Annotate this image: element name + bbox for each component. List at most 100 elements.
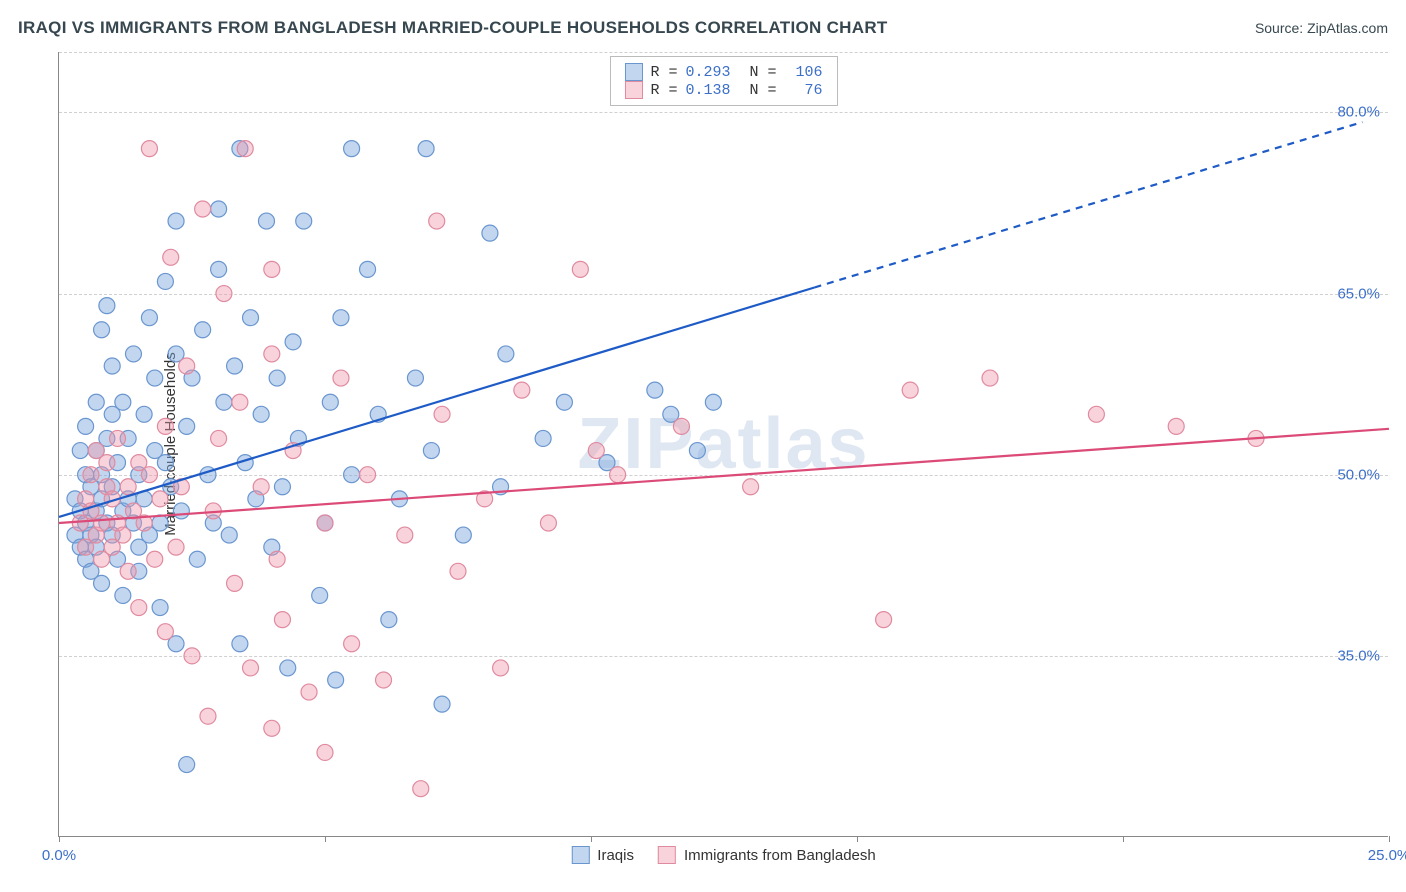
data-point (407, 370, 423, 386)
legend-label: Iraqis (597, 847, 634, 864)
data-point (200, 708, 216, 724)
data-point (423, 443, 439, 459)
data-point (610, 467, 626, 483)
data-point (333, 310, 349, 326)
data-point (482, 225, 498, 241)
data-point (157, 273, 173, 289)
data-point (216, 394, 232, 410)
data-point (434, 696, 450, 712)
data-point (211, 201, 227, 217)
legend-n-value: 76 (785, 82, 823, 99)
chart-svg (59, 52, 1388, 836)
legend-swatch (571, 846, 589, 864)
data-point (328, 672, 344, 688)
data-point (689, 443, 705, 459)
data-point (274, 612, 290, 628)
data-point (413, 781, 429, 797)
data-point (360, 467, 376, 483)
data-point (99, 298, 115, 314)
data-point (78, 418, 94, 434)
data-point (540, 515, 556, 531)
data-point (94, 322, 110, 338)
data-point (572, 261, 588, 277)
data-point (243, 660, 259, 676)
data-point (173, 503, 189, 519)
legend-row: R =0.293N =106 (624, 63, 822, 81)
data-point (99, 455, 115, 471)
data-point (876, 612, 892, 628)
data-point (147, 551, 163, 567)
data-point (141, 141, 157, 157)
trend-line-dashed (814, 122, 1362, 287)
chart-header: IRAQI VS IMMIGRANTS FROM BANGLADESH MARR… (18, 18, 1388, 38)
data-point (232, 394, 248, 410)
data-point (152, 515, 168, 531)
data-point (280, 660, 296, 676)
data-point (493, 660, 509, 676)
x-tick-label: 25.0% (1368, 847, 1406, 864)
data-point (429, 213, 445, 229)
legend-item: Iraqis (571, 846, 634, 864)
data-point (141, 467, 157, 483)
data-point (1088, 406, 1104, 422)
x-tick (59, 836, 60, 842)
data-point (322, 394, 338, 410)
data-point (264, 261, 280, 277)
data-point (344, 636, 360, 652)
data-point (381, 612, 397, 628)
data-point (647, 382, 663, 398)
data-point (418, 141, 434, 157)
data-point (269, 551, 285, 567)
data-point (902, 382, 918, 398)
data-point (434, 406, 450, 422)
data-point (673, 418, 689, 434)
data-point (88, 394, 104, 410)
data-point (157, 455, 173, 471)
legend-r-value: 0.293 (686, 64, 742, 81)
data-point (189, 551, 205, 567)
x-tick (325, 836, 326, 842)
data-point (157, 418, 173, 434)
legend-swatch (624, 63, 642, 81)
x-tick (1389, 836, 1390, 842)
data-point (152, 491, 168, 507)
data-point (94, 575, 110, 591)
data-point (253, 479, 269, 495)
legend-label: Immigrants from Bangladesh (684, 847, 876, 864)
legend-item: Immigrants from Bangladesh (658, 846, 876, 864)
data-point (163, 249, 179, 265)
data-point (195, 322, 211, 338)
data-point (125, 346, 141, 362)
data-point (269, 370, 285, 386)
legend-n-value: 106 (785, 64, 823, 81)
data-point (216, 286, 232, 302)
legend-n-label: N = (750, 64, 777, 81)
x-tick (591, 836, 592, 842)
data-point (450, 563, 466, 579)
data-point (253, 406, 269, 422)
data-point (296, 213, 312, 229)
data-point (104, 358, 120, 374)
data-point (157, 624, 173, 640)
data-point (141, 310, 157, 326)
data-point (514, 382, 530, 398)
data-point (179, 757, 195, 773)
data-point (227, 358, 243, 374)
data-point (285, 334, 301, 350)
data-point (705, 394, 721, 410)
data-point (376, 672, 392, 688)
data-point (136, 406, 152, 422)
data-point (556, 394, 572, 410)
data-point (94, 515, 110, 531)
data-point (743, 479, 759, 495)
data-point (258, 213, 274, 229)
data-point (1168, 418, 1184, 434)
data-point (115, 587, 131, 603)
legend-r-label: R = (650, 82, 677, 99)
data-point (333, 370, 349, 386)
data-point (588, 443, 604, 459)
data-point (274, 479, 290, 495)
data-point (211, 430, 227, 446)
plot-area: Married-couple Households ZIPatlas 35.0%… (58, 52, 1388, 837)
trend-line (59, 429, 1389, 523)
